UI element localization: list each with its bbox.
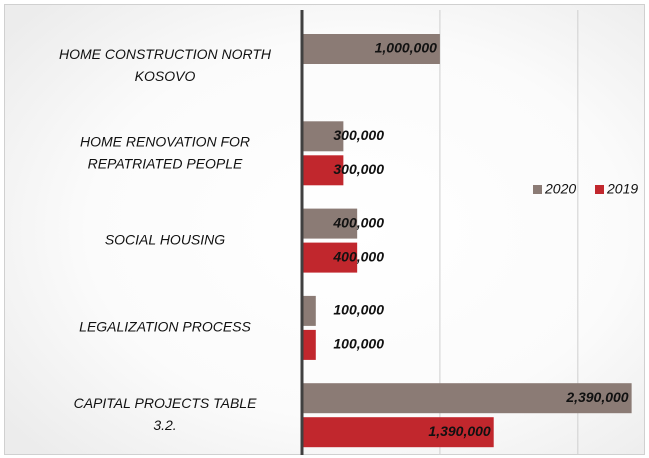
legend-swatch bbox=[533, 185, 542, 194]
data-label: 300,000 bbox=[333, 161, 384, 177]
data-label: 1,000,000 bbox=[375, 40, 437, 56]
bar bbox=[302, 329, 316, 360]
data-label: 100,000 bbox=[333, 302, 384, 318]
data-label: 400,000 bbox=[332, 248, 384, 264]
y-tick-label: CAPITAL PROJECTS TABLE 3.2. bbox=[74, 395, 257, 433]
bar bbox=[302, 155, 344, 186]
y-tick-label: SOCIAL HOUSING bbox=[105, 231, 225, 247]
bar bbox=[302, 242, 358, 273]
y-tick-label: HOME CONSTRUCTION NORTH KOSOVO bbox=[59, 46, 272, 84]
data-label: 100,000 bbox=[333, 336, 384, 352]
data-label: 400,000 bbox=[332, 214, 384, 230]
y-tick-label: HOME RENOVATION FOR REPATRIATED PEOPLE bbox=[80, 133, 250, 171]
data-label: 2,390,000 bbox=[565, 389, 628, 405]
bar bbox=[302, 383, 632, 414]
bar bbox=[302, 121, 344, 152]
bar bbox=[302, 208, 358, 239]
bar bbox=[302, 417, 494, 448]
data-label: 1,390,000 bbox=[428, 423, 490, 439]
y-tick-label: LEGALIZATION PROCESS bbox=[79, 319, 251, 335]
data-label: 300,000 bbox=[333, 127, 384, 143]
bar bbox=[302, 34, 440, 64]
legend-label: 2020 bbox=[544, 181, 576, 197]
legend-swatch bbox=[595, 185, 604, 194]
legend-label: 2019 bbox=[606, 181, 638, 197]
bar bbox=[302, 295, 316, 326]
